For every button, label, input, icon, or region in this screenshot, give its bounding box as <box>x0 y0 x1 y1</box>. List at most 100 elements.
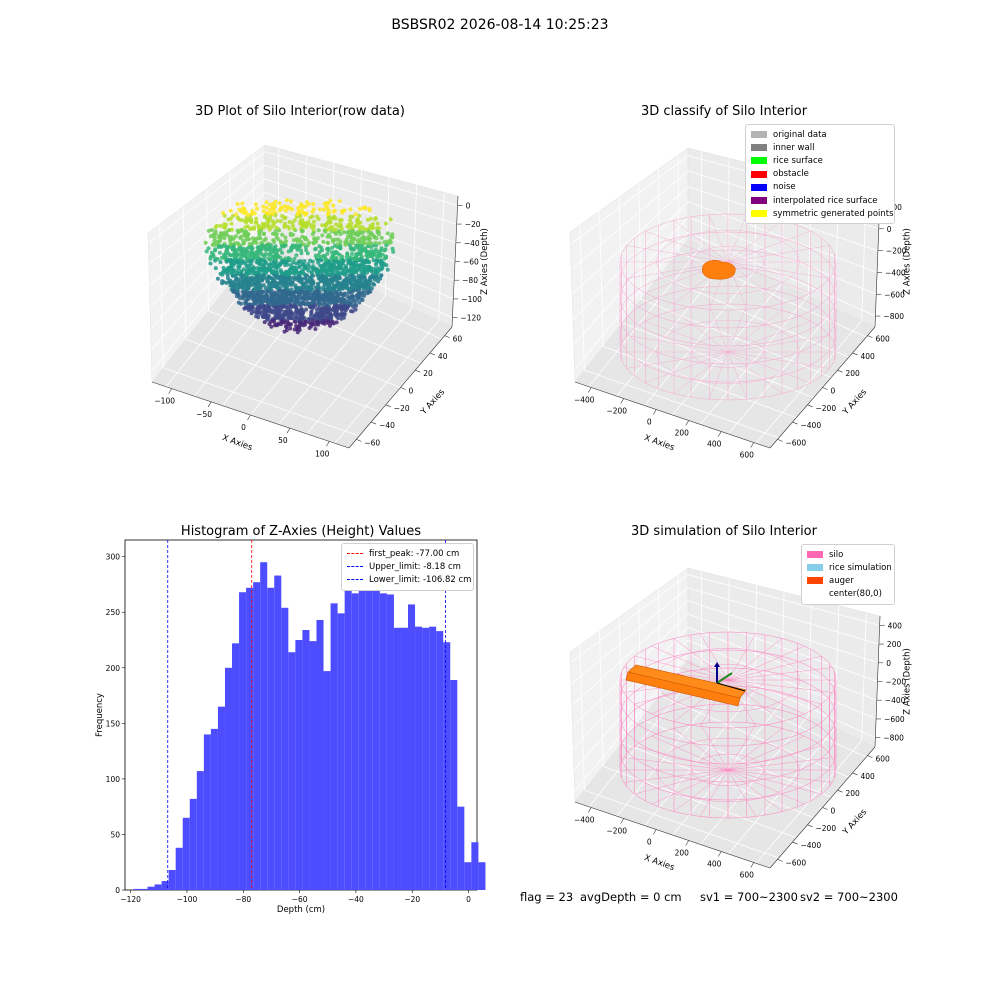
data-point <box>339 271 344 276</box>
data-point <box>243 229 248 234</box>
data-point <box>266 218 271 223</box>
data-point <box>247 242 252 246</box>
grid-line <box>659 275 849 358</box>
data-point <box>286 299 291 304</box>
data-point <box>272 273 277 278</box>
data-point <box>247 305 252 309</box>
data-point <box>240 201 245 206</box>
data-point <box>251 271 256 276</box>
data-point <box>217 234 222 238</box>
pane-back-left <box>147 144 266 383</box>
data-point <box>332 208 337 213</box>
data-point <box>335 273 340 278</box>
data-point <box>246 286 251 291</box>
data-point <box>278 300 283 305</box>
data-point <box>344 277 349 282</box>
data-point <box>231 283 236 288</box>
data-point <box>253 282 258 286</box>
data-point <box>308 276 313 281</box>
data-point <box>332 306 337 311</box>
data-point <box>325 261 330 266</box>
data-point <box>356 233 360 238</box>
data-point <box>348 224 353 229</box>
data-point <box>310 278 314 283</box>
data-point <box>375 230 380 235</box>
data-point <box>214 223 219 228</box>
data-point <box>365 278 370 283</box>
data-point <box>242 233 247 238</box>
data-point <box>244 301 249 306</box>
data-point <box>313 319 318 324</box>
data-point <box>352 286 357 291</box>
data-point <box>228 216 233 221</box>
y-tick <box>837 369 843 373</box>
data-point <box>299 285 304 290</box>
silo-wireframe <box>619 631 837 819</box>
data-point <box>338 265 343 270</box>
data-point <box>292 319 297 324</box>
data-point <box>264 290 269 295</box>
data-point <box>320 275 325 280</box>
data-point <box>327 226 332 231</box>
data-point <box>327 297 332 302</box>
data-point <box>302 272 307 277</box>
data-point <box>239 277 243 282</box>
data-point <box>246 213 250 217</box>
histogram-bar <box>182 817 190 890</box>
legend-swatch <box>347 579 363 581</box>
silo-inner-ring <box>656 648 800 712</box>
data-point <box>367 264 371 269</box>
data-point <box>291 266 296 271</box>
data-point <box>339 283 344 288</box>
data-point <box>236 266 241 271</box>
data-point <box>328 225 333 230</box>
data-point <box>259 228 264 233</box>
data-point <box>293 271 297 276</box>
data-point <box>300 228 305 233</box>
data-point <box>258 290 263 295</box>
grid-line <box>264 232 453 319</box>
data-point <box>245 294 250 299</box>
data-point <box>342 282 347 287</box>
data-point <box>245 234 249 239</box>
data-point <box>322 312 327 316</box>
grid-line <box>644 270 756 406</box>
data-point <box>358 251 363 256</box>
data-point <box>216 242 221 247</box>
data-point <box>319 267 324 272</box>
data-point <box>328 293 333 298</box>
data-point <box>292 270 297 275</box>
data-point <box>232 289 237 294</box>
data-point <box>301 283 306 288</box>
histogram-bar <box>260 562 268 890</box>
data-point <box>281 283 286 288</box>
data-point <box>334 265 339 270</box>
data-point <box>297 288 301 293</box>
data-point <box>373 271 378 276</box>
data-point <box>323 257 328 262</box>
data-point <box>334 270 339 275</box>
data-point <box>325 227 330 232</box>
data-point <box>273 261 278 266</box>
data-point <box>280 244 285 248</box>
data-point <box>320 248 325 253</box>
x-tick-label: 400 <box>707 860 722 869</box>
data-point <box>270 277 275 282</box>
data-point <box>246 286 251 291</box>
data-point <box>288 316 293 320</box>
data-point <box>356 288 361 293</box>
data-point <box>284 269 289 274</box>
data-point <box>275 285 280 290</box>
data-point <box>316 228 321 233</box>
data-point <box>268 292 273 297</box>
data-point <box>249 290 254 295</box>
data-point <box>275 314 280 319</box>
data-point <box>259 299 264 304</box>
data-point <box>322 315 327 320</box>
grid-line <box>807 598 812 716</box>
data-point <box>239 209 244 214</box>
data-point <box>312 266 317 271</box>
data-point <box>264 293 269 298</box>
data-point <box>356 267 360 272</box>
data-point <box>324 261 329 266</box>
